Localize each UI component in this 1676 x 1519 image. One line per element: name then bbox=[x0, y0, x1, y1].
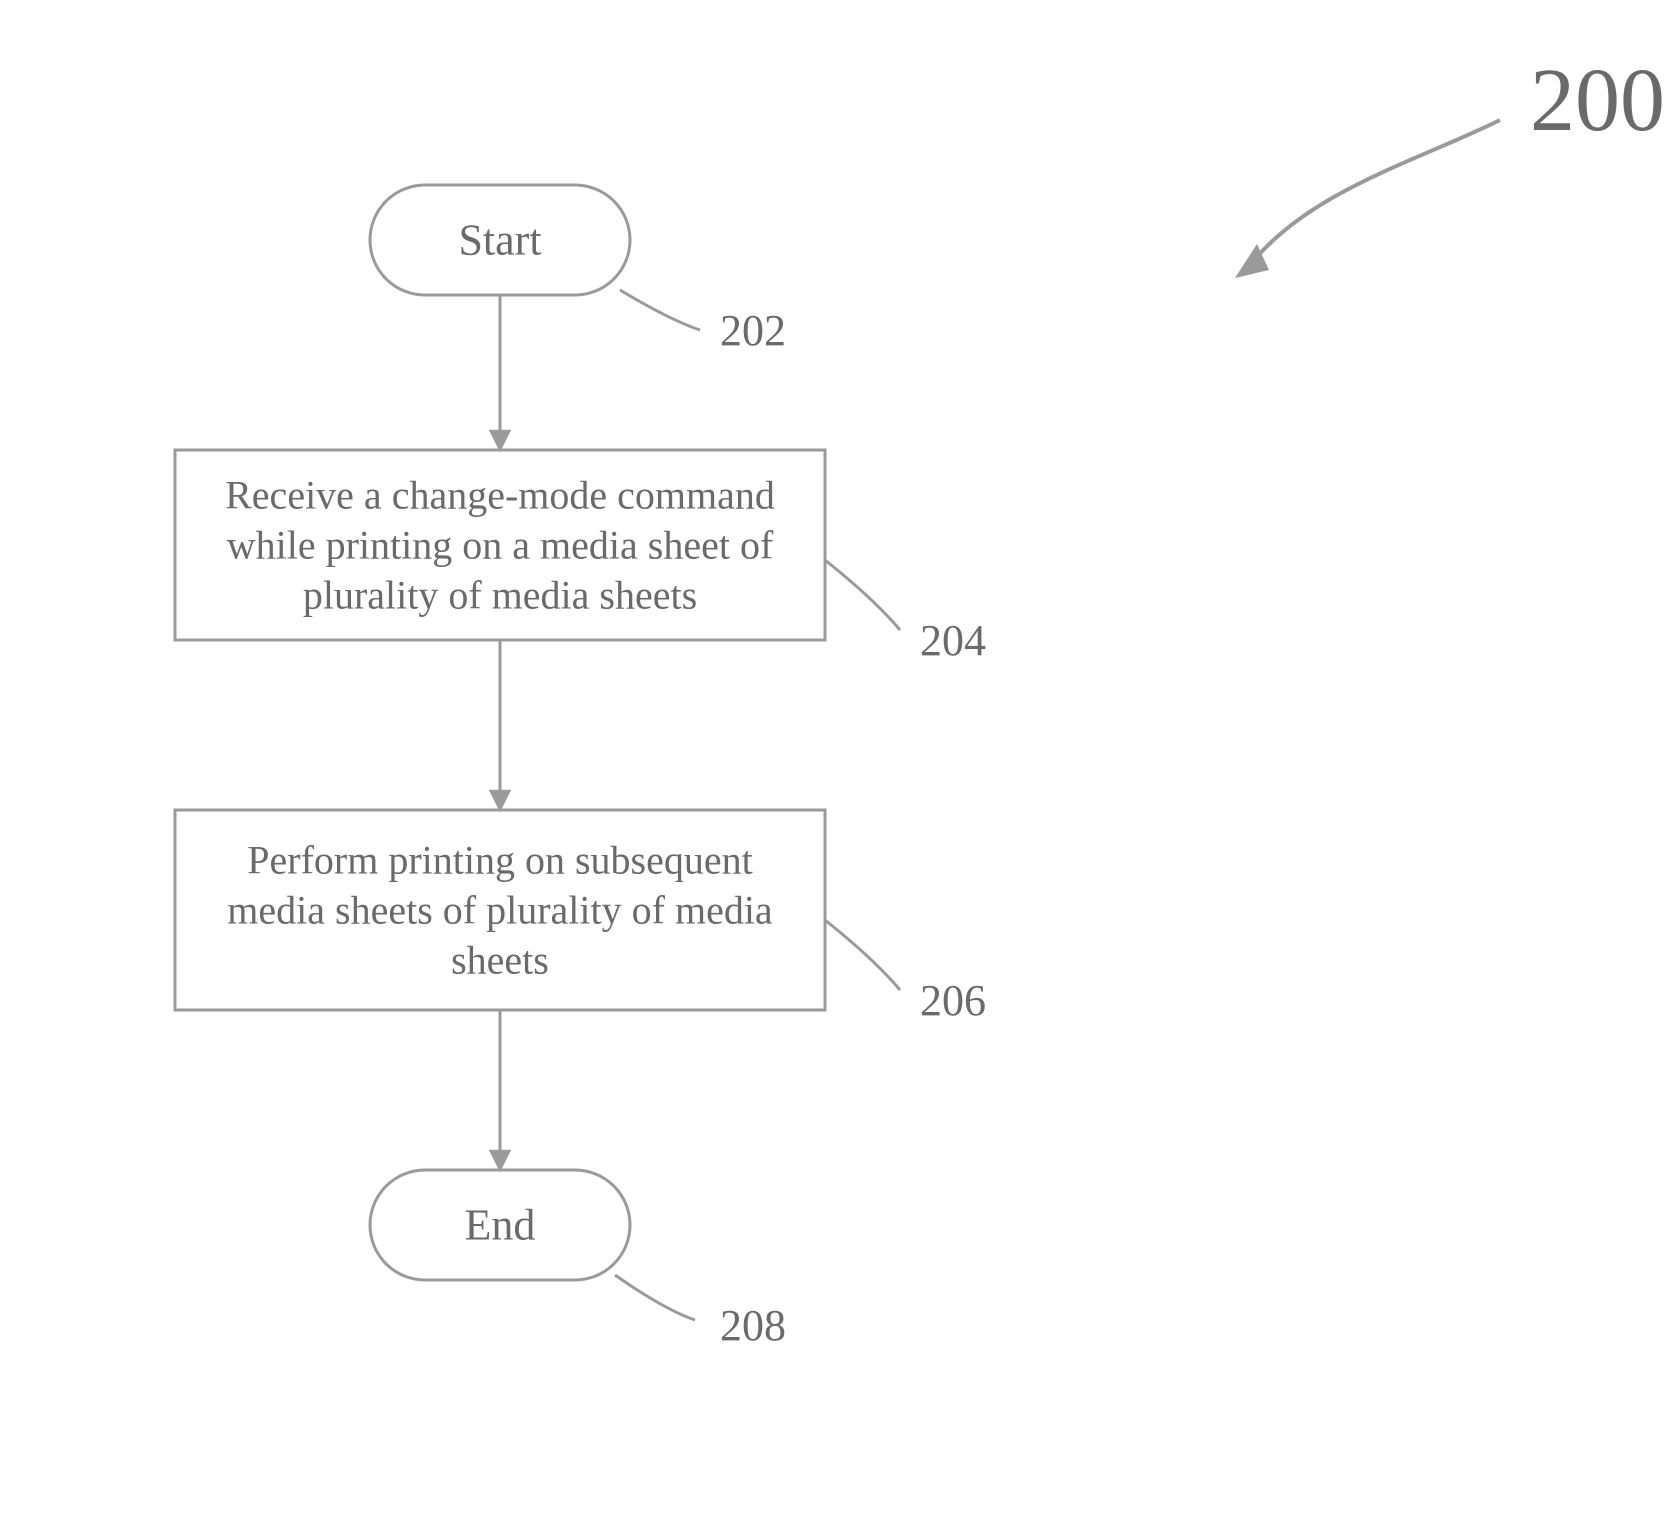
end-callout bbox=[615, 1275, 695, 1320]
start-callout bbox=[620, 290, 700, 330]
figure-ref-label: 200 bbox=[1530, 51, 1665, 150]
figure-ref-pointer bbox=[1235, 120, 1500, 278]
node-end: End 208 bbox=[370, 1170, 786, 1350]
node-step1: Receive a change-mode command while print… bbox=[175, 450, 986, 665]
start-label: Start bbox=[458, 216, 541, 265]
node-start: Start 202 bbox=[370, 185, 786, 355]
step2-line-2: sheets bbox=[451, 938, 549, 983]
step1-line-0: Receive a change-mode command bbox=[225, 473, 775, 518]
step1-ref: 204 bbox=[920, 616, 986, 665]
step1-line-1: while printing on a media sheet of bbox=[227, 523, 774, 568]
node-step2: Perform printing on subsequent media shee… bbox=[175, 810, 986, 1025]
step2-ref: 206 bbox=[920, 976, 986, 1025]
step2-line-1: media sheets of plurality of media bbox=[227, 888, 773, 933]
step1-callout bbox=[825, 560, 900, 630]
step2-callout bbox=[825, 920, 900, 990]
end-ref: 208 bbox=[720, 1301, 786, 1350]
start-ref: 202 bbox=[720, 306, 786, 355]
end-label: End bbox=[465, 1201, 536, 1250]
step2-line-0: Perform printing on subsequent bbox=[247, 838, 753, 883]
step1-line-2: plurality of media sheets bbox=[303, 573, 697, 618]
